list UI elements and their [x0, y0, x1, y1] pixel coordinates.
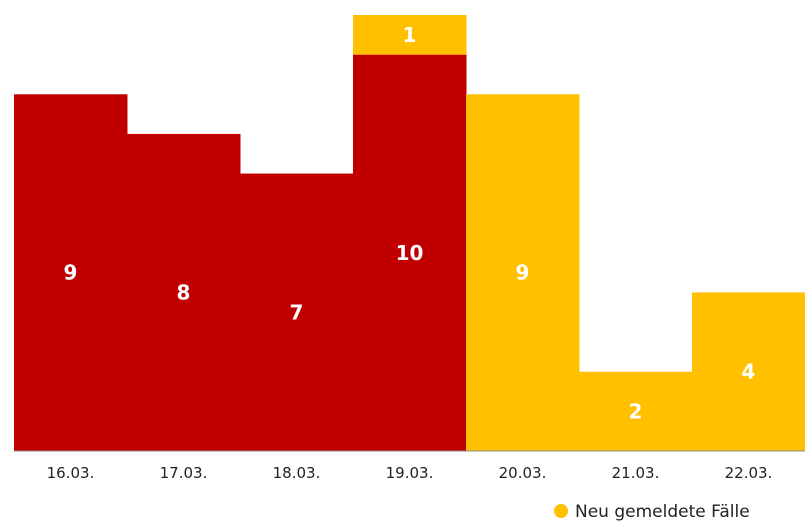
x-tick-label: 22.03. — [725, 464, 773, 482]
x-tick-label: 18.03. — [273, 464, 321, 482]
x-tick-label: 17.03. — [160, 464, 208, 482]
bar-1603-series-0 — [14, 94, 128, 452]
bar-1903-series-0 — [353, 54, 467, 451]
bar-value-label: 2 — [629, 399, 643, 423]
legend-marker — [554, 504, 568, 518]
bar-1703-series-0 — [127, 133, 241, 451]
bar-1903-series-1 — [353, 15, 467, 55]
bar-1803-series-0 — [240, 173, 354, 452]
bar-2003-series-1 — [466, 94, 580, 452]
bar-labels-group: 9 8 7 10 1 9 2 4 — [64, 23, 756, 424]
x-tick-label: 19.03. — [386, 464, 434, 482]
x-tick-label: 20.03. — [499, 464, 547, 482]
bar-value-label: 9 — [64, 261, 78, 285]
bar-value-label: 1 — [403, 23, 417, 47]
bar-2203-series-1 — [692, 292, 805, 451]
bar-value-label: 10 — [396, 241, 424, 265]
x-tick-label: 16.03. — [47, 464, 95, 482]
x-axis-ticks: 16.03. 17.03. 18.03. 19.03. 20.03. 21.03. 22.0… — [47, 464, 773, 482]
bar-value-label: 4 — [742, 360, 756, 384]
bar-2103-series-1 — [579, 371, 693, 451]
bar-value-label: 9 — [516, 261, 530, 285]
legend-label: Neu gemeldete Fälle — [575, 502, 750, 522]
bars-group — [14, 15, 805, 452]
x-tick-label: 21.03. — [612, 464, 660, 482]
bar-value-label: 8 — [177, 280, 191, 304]
bar-value-label: 7 — [290, 300, 304, 324]
legend: Neu gemeldete Fälle — [554, 502, 750, 522]
